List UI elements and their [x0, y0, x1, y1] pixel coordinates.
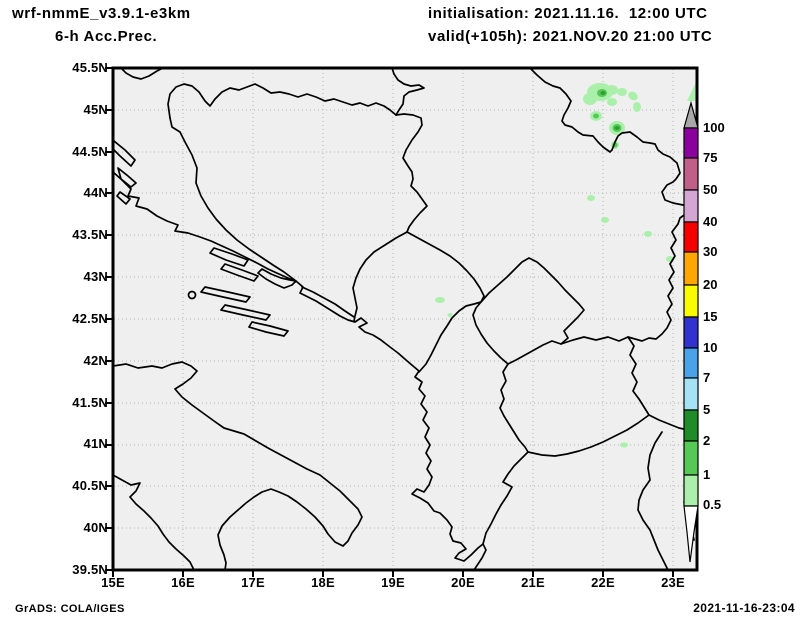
colorbar-segment-5	[683, 409, 699, 442]
grads-credit: GrADS: COLA/IGES	[15, 603, 125, 615]
colorbar-segment-1	[683, 474, 699, 507]
colorbar-segment-40	[683, 221, 699, 253]
colorbar-label: 100	[703, 120, 725, 135]
border-bosnia-north	[167, 83, 397, 119]
border-macedonia-greece	[527, 414, 650, 457]
coastline-italy-adriatic	[114, 361, 363, 569]
lat-tick-label: 45N	[83, 102, 108, 117]
border-serbia-romania-danube	[529, 69, 696, 225]
island-vis	[187, 290, 197, 300]
lat-tick-label: 41N	[83, 436, 108, 451]
colorbar-label: 40	[703, 214, 718, 229]
colorbar-segment-20	[683, 284, 699, 318]
colorbar-segment-7	[683, 377, 699, 411]
colorbar-segment-100	[683, 127, 699, 159]
colorbar-label: 10	[703, 340, 718, 355]
lat-tick-label: 42.5N	[72, 311, 108, 326]
border-kosovo	[472, 257, 585, 365]
lon-tick-label: 18E	[311, 575, 335, 590]
border-slovenia-croatia	[120, 69, 163, 80]
lon-tick-label: 17E	[241, 575, 265, 590]
border-serbia-bulgaria	[627, 223, 679, 342]
creation-timestamp: 2021-11-16-23:04	[693, 601, 795, 615]
border-serbia-montenegro	[406, 231, 485, 303]
model-title: wrf-nmmE_v3.9.1-e3km	[12, 5, 191, 22]
lon-tick-label: 21E	[521, 575, 545, 590]
lat-tick-label: 44N	[83, 185, 108, 200]
lat-tick-label: 40N	[83, 520, 108, 535]
colorbar-segment-15	[683, 316, 699, 349]
border-albania-greece	[482, 451, 529, 545]
product-title: 6-h Acc.Prec.	[55, 28, 158, 45]
colorbar-segment-30	[683, 251, 699, 286]
lat-tick-label: 42N	[83, 353, 108, 368]
lat-tick-label: 39.5N	[72, 562, 108, 577]
border-croatia-serbia	[391, 69, 425, 116]
axis-ticks	[105, 67, 674, 577]
colorbar-label: 1	[703, 467, 711, 482]
islands-dalmatia	[114, 140, 289, 337]
colorbar-label: 7	[703, 370, 711, 385]
border-albania-macedonia	[499, 363, 529, 453]
valid-time: valid(+105h): 2021.NOV.20 21:00 UTC	[428, 28, 713, 45]
colorbar-label: 20	[703, 277, 718, 292]
precip-areas-light	[435, 82, 696, 448]
plot-background	[113, 68, 697, 570]
border-montenegro-albania	[418, 301, 482, 373]
lat-tick-label: 45.5N	[72, 60, 108, 75]
colorbar-label: 2	[703, 433, 711, 448]
border-macedonia-serbia	[560, 336, 629, 345]
lon-tick-label: 16E	[171, 575, 195, 590]
lat-tick-label: 43N	[83, 269, 108, 284]
coastline-aegean	[637, 431, 669, 569]
border-macedonia-bulgaria	[627, 336, 650, 416]
border-bosnia-montenegro	[352, 231, 408, 322]
colorbar-label: 30	[703, 244, 718, 259]
lat-tick-label: 40.5N	[72, 478, 108, 493]
gridlines	[114, 69, 696, 569]
colorbar-label: 50	[703, 182, 718, 197]
colorbar-underflow-wedge	[683, 505, 699, 563]
coastline-italy-tyrrhenian	[114, 474, 195, 569]
init-time: initialisation: 2021.11.16. 12:00 UTC	[428, 5, 708, 22]
lon-tick-label: 23E	[661, 575, 685, 590]
colorbar-label: 0.5	[703, 497, 722, 512]
lon-tick-label: 15E	[101, 575, 125, 590]
colorbar-label: 5	[703, 402, 711, 417]
lon-tick-label: 22E	[591, 575, 615, 590]
coastlines-borders	[114, 69, 696, 569]
colorbar-segment-75	[683, 157, 699, 191]
border-drina-bosnia-serbia	[395, 113, 428, 233]
lon-tick-label: 20E	[451, 575, 475, 590]
colorbar-label: 75	[703, 150, 718, 165]
border-bosnia-west	[169, 117, 297, 282]
colorbar	[683, 100, 699, 563]
lon-tick-label: 19E	[381, 575, 405, 590]
border-croatia-bosnia-south	[301, 286, 355, 318]
coastline-east-adriatic	[114, 171, 487, 569]
lat-tick-label: 44.5N	[72, 144, 108, 159]
colorbar-label: 15	[703, 309, 718, 324]
lat-tick-label: 41.5N	[72, 395, 108, 410]
colorbar-segment-10	[683, 347, 699, 379]
precip-areas-dark	[600, 91, 620, 130]
colorbar-segment-50	[683, 189, 699, 223]
lat-tick-label: 43.5N	[72, 227, 108, 242]
colorbar-segment-2	[683, 440, 699, 476]
